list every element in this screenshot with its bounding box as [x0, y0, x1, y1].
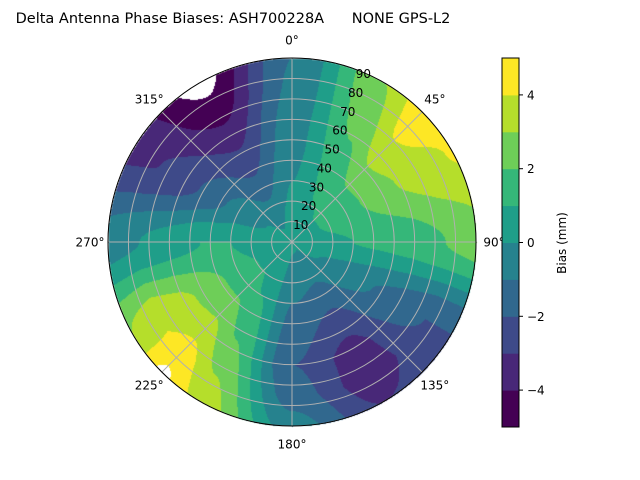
theta-grid-line — [161, 111, 293, 243]
theta-grid-line — [161, 241, 293, 373]
theta-tick-label: 225° — [135, 378, 164, 392]
theta-tick-label: 180° — [278, 438, 307, 452]
colorbar-tick-label: 4 — [527, 88, 535, 102]
colorbar-tick-label: −4 — [527, 384, 545, 398]
theta-tick-labels: 0° 45° 90° 135° 180° 225° 270° 315° — [76, 34, 505, 452]
r-tick-label: 60 — [332, 124, 347, 138]
colorbar-band — [502, 353, 519, 391]
colorbar-tick-label: 0 — [527, 236, 535, 250]
r-tick-label: 80 — [348, 86, 363, 100]
colorbar-tick-label: −2 — [527, 310, 545, 324]
theta-tick-label: 270° — [76, 236, 105, 250]
r-tick-label: 40 — [317, 161, 332, 175]
theta-grid-line — [291, 241, 423, 373]
theta-tick-label: 0° — [285, 34, 299, 48]
r-tick-label: 50 — [324, 143, 339, 157]
r-tick-label: 20 — [301, 199, 316, 213]
chart-title: Delta Antenna Phase Biases: ASH700228A N… — [16, 11, 451, 27]
colorbar-tick-label: 2 — [527, 162, 535, 176]
colorbar-band — [502, 168, 519, 207]
r-tick-label: 70 — [340, 105, 355, 119]
colorbar-band — [502, 205, 519, 243]
colorbar-band — [502, 131, 519, 170]
colorbar-band — [502, 242, 519, 280]
colorbar-label: Bias (mm) — [555, 212, 569, 274]
colorbar: −4 −2 0 2 4 — [501, 57, 545, 428]
r-tick-labels: 10 20 30 40 50 60 70 80 90 — [293, 67, 371, 232]
colorbar-band — [502, 316, 519, 354]
theta-tick-label: 315° — [135, 93, 164, 107]
polar-frame — [107, 57, 477, 427]
theta-tick-label: 135° — [420, 378, 449, 392]
r-tick-label: 30 — [309, 180, 324, 194]
polar-grid — [107, 57, 477, 427]
theta-tick-label: 45° — [424, 93, 445, 107]
colorbar-band — [502, 279, 519, 317]
theta-grid-line — [291, 111, 423, 243]
r-tick-label: 90 — [356, 67, 371, 81]
theta-tick-label: 90° — [483, 236, 504, 250]
colorbar-band — [502, 390, 519, 428]
r-tick-label: 10 — [293, 218, 308, 232]
colorbar-band — [502, 58, 519, 96]
colorbar-band — [502, 94, 519, 133]
